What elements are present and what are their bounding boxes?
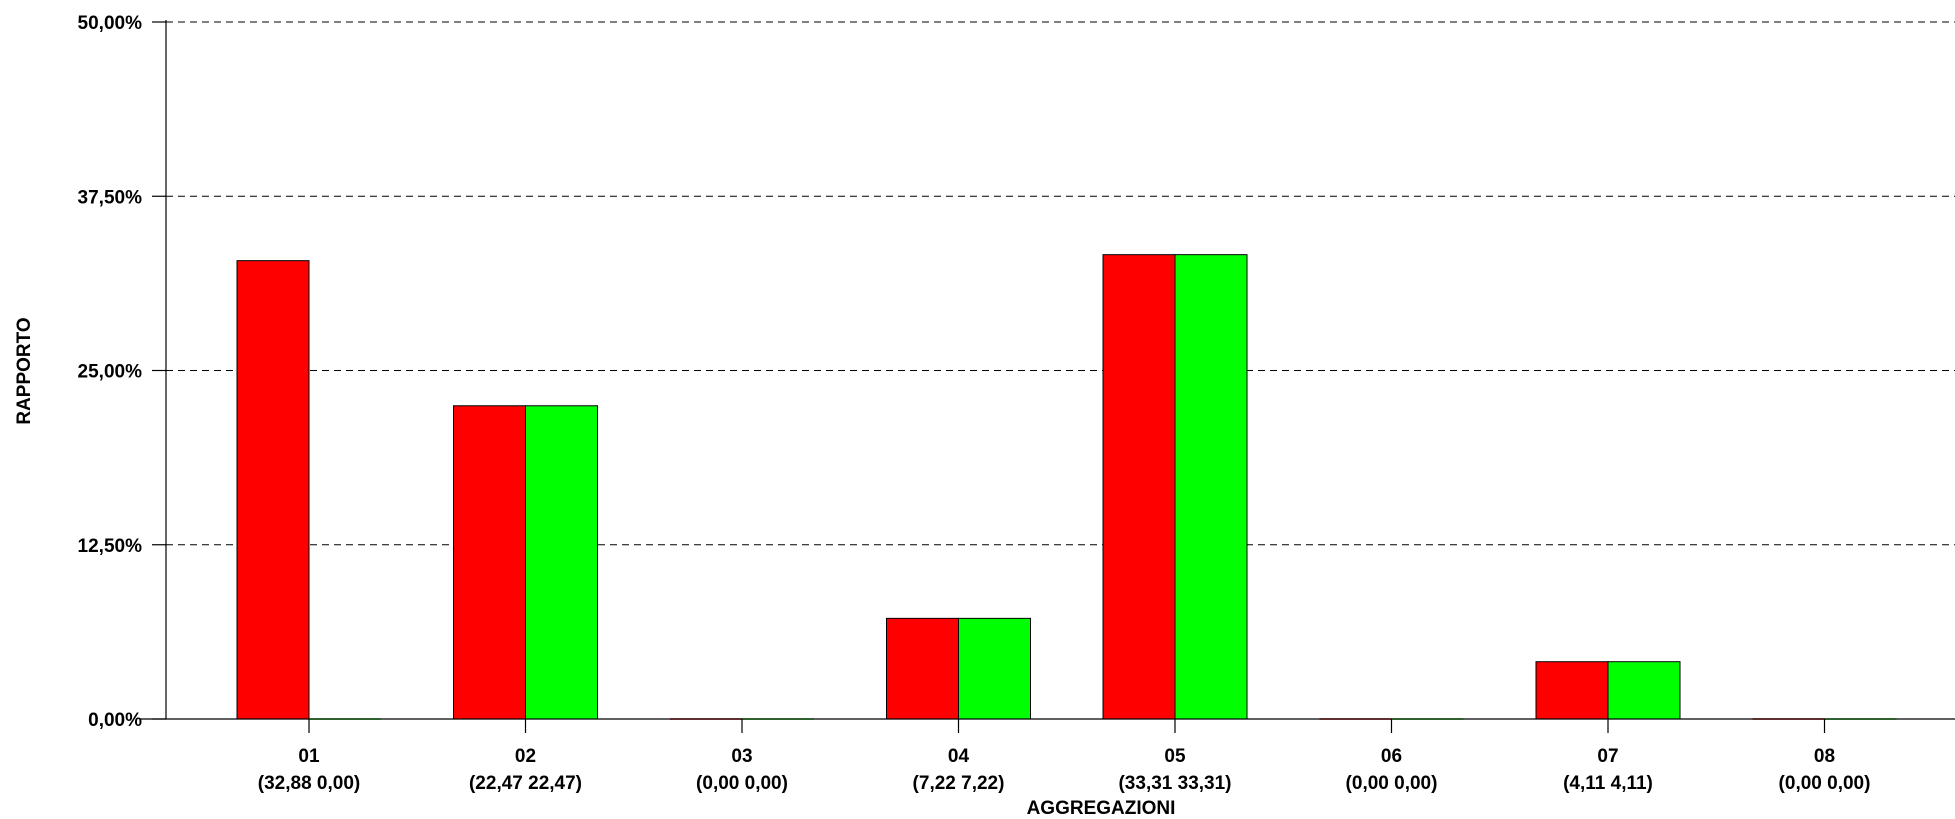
category-sublabel: (4,11 4,11) bbox=[1563, 773, 1653, 794]
bar-series-1-01 bbox=[236, 260, 310, 720]
bar-series-2-04 bbox=[958, 617, 1031, 720]
category-sublabel: (33,31 33,31) bbox=[1118, 773, 1231, 794]
category-label: 05 bbox=[1164, 746, 1186, 767]
gridlines bbox=[166, 21, 1955, 546]
y-tick-label: 50,00% bbox=[78, 13, 143, 34]
category-sublabel: (0,00 0,00) bbox=[1346, 773, 1438, 794]
category-label: 04 bbox=[948, 746, 970, 767]
labels: 0,00% 12,50% 25,00% 37,50% 50,00% 01 (32,88 0,… bbox=[78, 13, 1871, 794]
bar-series-1-02 bbox=[453, 405, 526, 720]
bar-series-2-07 bbox=[1607, 661, 1681, 720]
category-sublabel: (0,00 0,00) bbox=[1779, 773, 1871, 794]
bars bbox=[236, 254, 1897, 720]
category-label: 03 bbox=[731, 746, 752, 767]
y-tick-label: 0,00% bbox=[88, 710, 142, 731]
y-tick-label: 37,50% bbox=[78, 187, 143, 208]
y-tick-label: 25,00% bbox=[78, 362, 143, 383]
bar-series-1-04 bbox=[886, 617, 959, 720]
category-label: 01 bbox=[298, 746, 320, 767]
category-label: 07 bbox=[1597, 746, 1618, 767]
category-sublabel: (32,88 0,00) bbox=[258, 773, 360, 794]
bar-series-2-05 bbox=[1174, 254, 1248, 720]
y-tick-label: 12,50% bbox=[78, 536, 143, 557]
bar-series-1-07 bbox=[1535, 661, 1609, 720]
bar-series-2-02 bbox=[525, 405, 598, 720]
category-label: 08 bbox=[1814, 746, 1835, 767]
x-axis-title: AGGREGAZIONI bbox=[1027, 798, 1176, 819]
category-sublabel: (7,22 7,22) bbox=[913, 773, 1005, 794]
bar-series-1-05 bbox=[1102, 254, 1176, 720]
axes bbox=[140, 20, 1955, 733]
category-sublabel: (0,00 0,00) bbox=[696, 773, 788, 794]
category-label: 02 bbox=[515, 746, 536, 767]
category-label: 06 bbox=[1381, 746, 1402, 767]
category-sublabel: (22,47 22,47) bbox=[469, 773, 582, 794]
y-axis-title: RAPPORTO bbox=[14, 317, 35, 424]
